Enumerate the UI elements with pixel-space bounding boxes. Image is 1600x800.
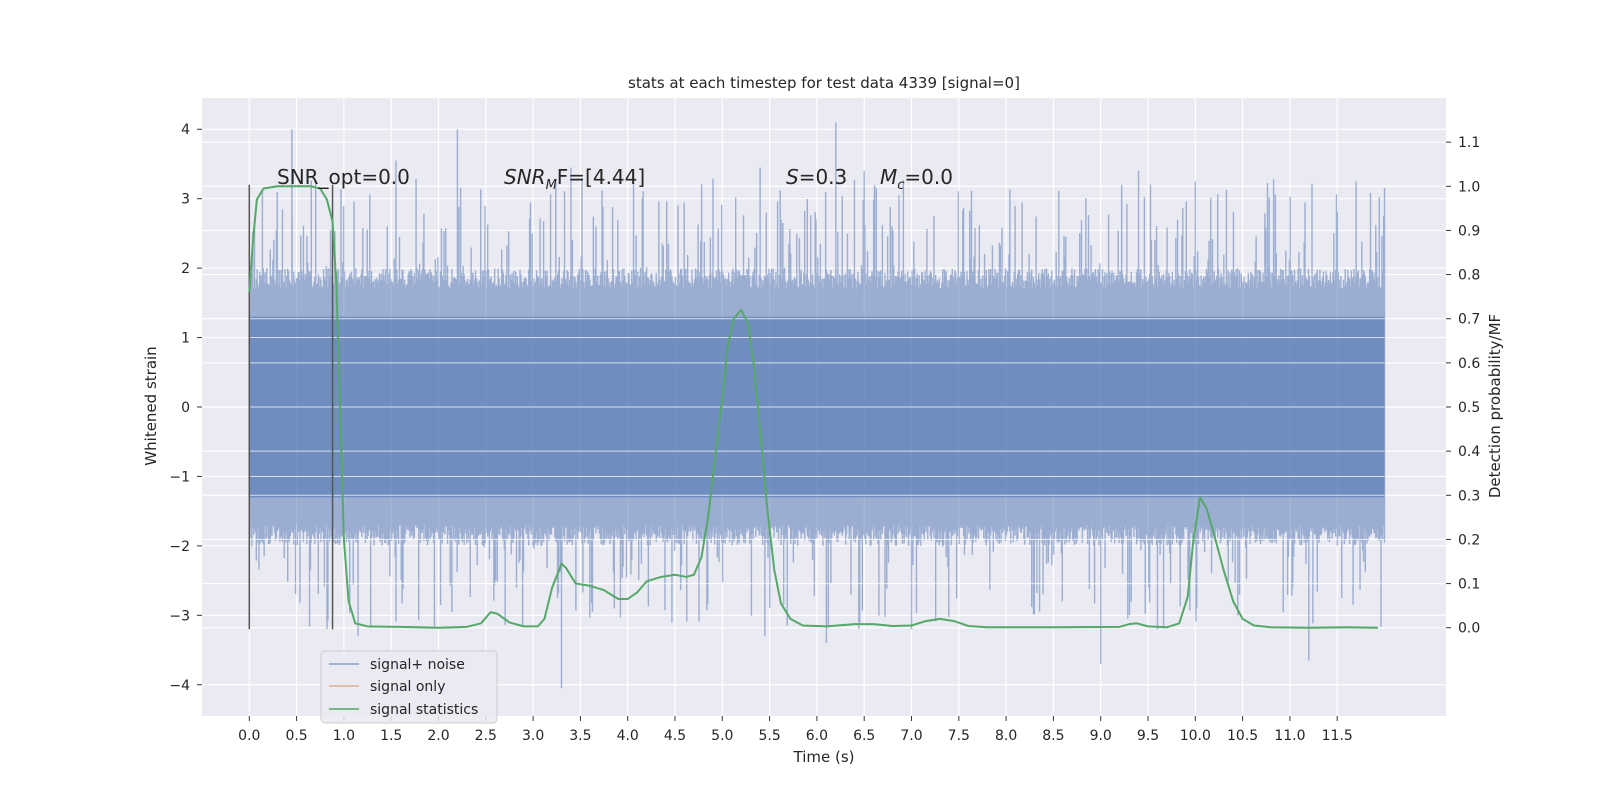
y2-tick-label: 0.0: [1458, 621, 1480, 637]
x-tick-label: 5.5: [758, 728, 780, 744]
y2-axis-label: Detection probability/MF: [1486, 314, 1504, 498]
x-tick-label: 9.0: [1090, 728, 1112, 744]
x-tick-label: 5.0: [711, 728, 733, 744]
chart-title: stats at each timestep for test data 433…: [628, 74, 1020, 92]
annotation-snr-opt: SNR_opt=0.0: [277, 165, 410, 189]
x-tick-label: 3.5: [569, 728, 591, 744]
annotation-snr-mf: SNRMF=[4.44]: [504, 165, 645, 193]
x-tick-label: 9.5: [1137, 728, 1159, 744]
y-tick-labels: −4 −3 −2 −1 0 1 2 3 4: [169, 122, 202, 694]
y2-tick-label: 0.2: [1458, 532, 1480, 548]
y-tick-label: −3: [169, 608, 190, 624]
x-tick-label: 0.0: [238, 728, 260, 744]
x-tick-label: 0.5: [285, 728, 307, 744]
x-tick-label: 4.0: [617, 728, 639, 744]
annotation-s-sym: S: [786, 165, 799, 189]
x-tick-label: 2.5: [475, 728, 497, 744]
x-tick-label: 11.0: [1274, 728, 1305, 744]
x-tick-label: 7.0: [900, 728, 922, 744]
annotation-s: S=0.3: [786, 165, 847, 189]
y-tick-label: 2: [181, 261, 190, 277]
legend-label-signal-statistics: signal statistics: [370, 702, 478, 718]
y-tick-label: −1: [169, 469, 190, 485]
x-tick-label: 8.5: [1042, 728, 1064, 744]
y-tick-label: 1: [181, 331, 190, 347]
y-tick-label: 3: [181, 192, 190, 208]
x-tick-label: 11.5: [1322, 728, 1353, 744]
y2-tick-label: 1.1: [1458, 135, 1480, 151]
vertical-lines: [248, 184, 334, 630]
y-axis-label: Whitened strain: [142, 346, 160, 465]
y2-tick-label: 0.1: [1458, 577, 1480, 593]
x-tick-label: 4.5: [664, 728, 686, 744]
x-tick-label: 7.5: [948, 728, 970, 744]
y-tick-label: −2: [169, 539, 190, 555]
annotation-mc-sub: c: [897, 178, 904, 193]
line-series: [248, 185, 1378, 629]
annotation-snr-mf-base: SNR: [504, 165, 546, 189]
y2-tick-label: 1.0: [1458, 179, 1480, 195]
x-tick-label: 10.5: [1227, 728, 1258, 744]
x-tick-label: 1.5: [380, 728, 402, 744]
x-tick-labels: 0.0 0.5 1.0 1.5 2.0 2.5 3.0 3.5 4.0 4.5 5.0 5.5 6.0 6…: [238, 716, 1353, 744]
legend-label-signal-only: signal only: [370, 679, 445, 695]
x-tick-label: 10.0: [1180, 728, 1211, 744]
y2-tick-label: 0.4: [1458, 444, 1480, 460]
y2-tick-label: 0.6: [1458, 356, 1480, 372]
legend-box: [320, 650, 498, 724]
y2-tick-labels: 0.0 0.1 0.2 0.3 0.4 0.5 0.6 0.7 0.8 0.9 1.0 1.1: [1446, 135, 1480, 637]
y2-tick-label: 0.3: [1458, 488, 1480, 504]
annotation-snr-mf-sub: M: [546, 178, 557, 193]
y2-tick-label: 0.9: [1458, 223, 1480, 239]
x-tick-label: 8.0: [995, 728, 1017, 744]
annotation-snr-mf-tail: F=[4.44]: [557, 165, 645, 189]
y-tick-label: 4: [181, 122, 190, 138]
annotation-mc: Mc=0.0: [880, 165, 953, 193]
noise-series: [248, 122, 1386, 689]
y-tick-label: 0: [181, 400, 190, 416]
x-axis-label: Time (s): [793, 748, 855, 766]
y2-tick-label: 0.7: [1458, 312, 1480, 328]
legend-label-signal-noise: signal+ noise: [370, 657, 465, 673]
annotation-s-val: =0.3: [799, 165, 848, 189]
y2-tick-label: 0.8: [1458, 268, 1480, 284]
y2-tick-label: 0.5: [1458, 400, 1480, 416]
annotation-mc-sym: M: [880, 165, 897, 189]
series-signal-statistics: [248, 185, 1378, 629]
x-tick-label: 6.0: [806, 728, 828, 744]
annotation-mc-val: =0.0: [904, 165, 953, 189]
legend: signal+ noise signal only signal statist…: [320, 650, 498, 724]
x-tick-label: 1.0: [333, 728, 355, 744]
x-tick-label: 6.5: [853, 728, 875, 744]
x-tick-label: 3.0: [522, 728, 544, 744]
y-tick-label: −4: [169, 678, 190, 694]
x-tick-label: 2.0: [427, 728, 449, 744]
